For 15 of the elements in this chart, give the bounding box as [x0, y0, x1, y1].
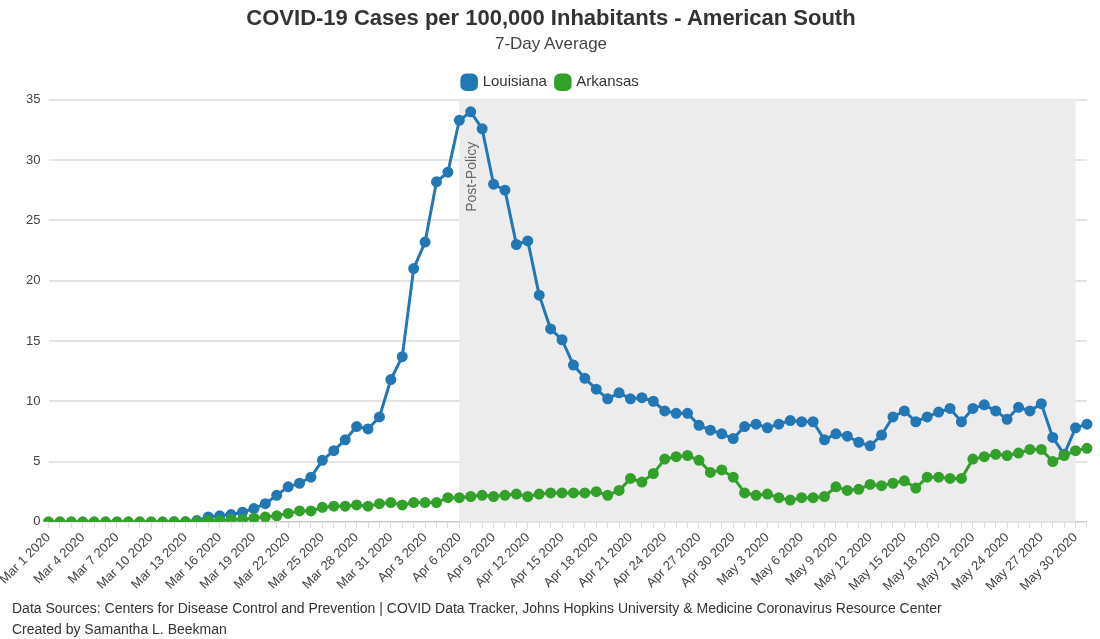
y-tick-label: 35 — [26, 91, 41, 107]
y-tick-label: 25 — [26, 211, 41, 227]
band-label: Post-Policy — [463, 141, 480, 212]
y-tick-label: 0 — [33, 513, 41, 529]
y-tick-label: 15 — [26, 332, 41, 348]
y-tick-label: 30 — [26, 151, 41, 167]
y-tick-label: 20 — [26, 272, 41, 288]
text: Data Sources: Centers for Disease Control and Prevention | COVID Data Tracker, Johns Hopkins University & Medicine Coronavirus Resource Center — [12, 599, 942, 618]
chart-subtitle: 7-Day Average — [494, 34, 608, 54]
legend-label: Louisiana — [482, 72, 548, 90]
y-tick-label: 5 — [33, 453, 41, 469]
y-tick-label: 10 — [26, 392, 41, 408]
chart-title: COVID-19 Cases per 100,000 Inhabitants - American South — [246, 5, 856, 31]
legend-label: Arkansas — [576, 72, 639, 90]
text: Created by Samantha L. Beekman — [12, 620, 228, 639]
